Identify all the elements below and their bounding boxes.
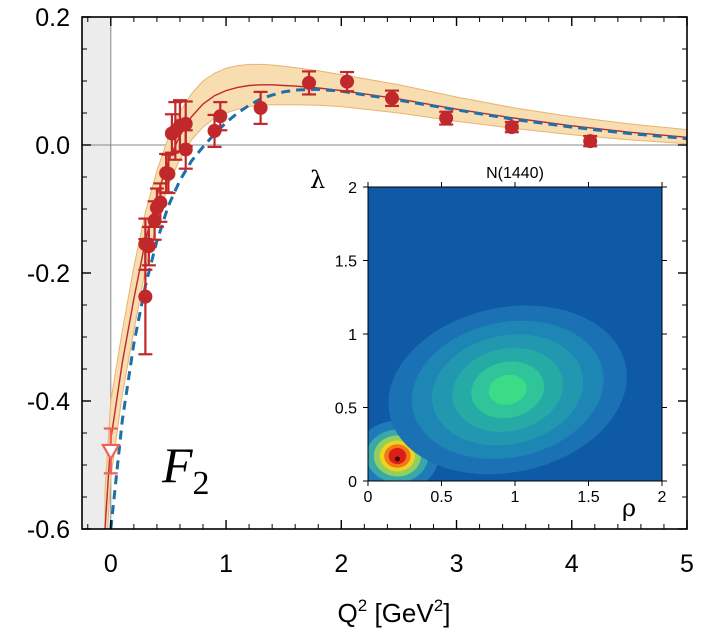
data-point	[504, 120, 519, 135]
data-point	[439, 111, 454, 126]
inset-y-tick-label: 2	[348, 180, 357, 197]
inset-x-tick-label: 0	[364, 489, 373, 506]
y-tick-label: -0.6	[27, 516, 70, 544]
y-axis-ticks: 0.2 0.0 -0.2 -0.4 -0.6	[27, 4, 687, 544]
inset-plot: 0 0.5 1 1.5 2 0 0.5 1 1.5 2 N(1440) λ ρ	[310, 165, 667, 522]
data-point	[147, 213, 162, 228]
contour-level	[388, 447, 407, 465]
contour-level	[488, 374, 527, 405]
panel-label: F2	[161, 437, 210, 502]
data-point	[178, 116, 193, 131]
data-point	[302, 75, 317, 90]
inset-heatmap	[368, 305, 627, 481]
photon-point	[100, 443, 121, 462]
data-point	[138, 289, 153, 304]
inset-y-axis-label: λ	[310, 166, 325, 194]
inset-title: N(1440)	[486, 165, 544, 182]
x-tick-label: 4	[565, 550, 579, 578]
data-point	[141, 239, 156, 254]
data-points	[100, 74, 598, 462]
inset-y-tick-label: 1	[348, 327, 357, 344]
peak-marker	[394, 456, 400, 462]
inset-x-axis-label: ρ	[622, 494, 636, 522]
inset-y-tick-label: 0.5	[335, 401, 357, 418]
x-tick-label: 3	[450, 550, 464, 578]
inset-x-tick-label: 0.5	[430, 489, 452, 506]
inset-x-axis-ticks: 0 0.5 1 1.5 2	[364, 182, 667, 506]
data-point	[384, 91, 399, 106]
data-point	[253, 100, 268, 115]
data-point	[153, 195, 168, 210]
y-tick-label: -0.4	[27, 388, 70, 416]
y-tick-label: 0.2	[35, 4, 70, 32]
x-axis-label: Q2 [GeV2]	[338, 596, 451, 628]
data-point	[161, 166, 176, 181]
data-point	[583, 134, 598, 149]
inset-y-tick-label: 0	[348, 474, 357, 491]
data-point	[207, 123, 222, 138]
y-tick-label: -0.2	[27, 260, 70, 288]
data-point	[213, 109, 228, 124]
inset-y-axis-ticks: 0 0.5 1 1.5 2	[335, 180, 667, 491]
inset-y-tick-label: 1.5	[335, 254, 357, 271]
y-tick-label: 0.0	[35, 132, 70, 160]
inset-x-tick-label: 2	[658, 489, 667, 506]
x-tick-label: 5	[680, 550, 694, 578]
x-axis-ticks: 0 1 2 3 4 5	[87, 17, 694, 578]
dashed-curve	[109, 87, 687, 529]
x-tick-label: 1	[219, 550, 233, 578]
inset-x-tick-label: 1	[511, 489, 520, 506]
data-point	[178, 142, 193, 157]
data-point	[340, 74, 355, 89]
inset-x-tick-label: 1.5	[577, 489, 599, 506]
x-tick-label: 2	[334, 550, 348, 578]
x-tick-label: 0	[104, 550, 118, 578]
